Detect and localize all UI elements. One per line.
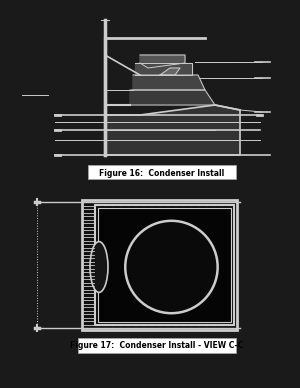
Polygon shape xyxy=(140,55,185,68)
Polygon shape xyxy=(135,63,192,75)
Polygon shape xyxy=(133,75,205,90)
Ellipse shape xyxy=(90,242,108,293)
Text: Figure 16:  Condenser Install: Figure 16: Condenser Install xyxy=(99,168,225,177)
Circle shape xyxy=(125,221,218,313)
Bar xyxy=(98,208,231,322)
Polygon shape xyxy=(130,90,215,105)
Text: Figure 17:  Condenser Install - VIEW C-C: Figure 17: Condenser Install - VIEW C-C xyxy=(70,341,244,350)
Bar xyxy=(88,165,236,179)
Polygon shape xyxy=(160,68,180,75)
Bar xyxy=(95,205,234,325)
Polygon shape xyxy=(105,105,240,155)
Bar xyxy=(78,338,236,353)
Bar xyxy=(82,200,237,330)
